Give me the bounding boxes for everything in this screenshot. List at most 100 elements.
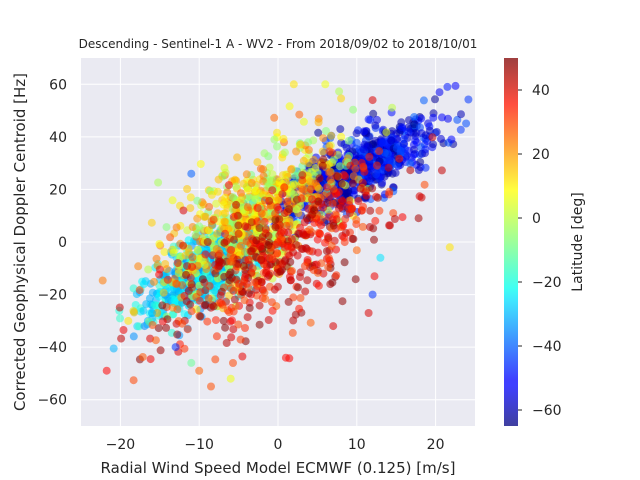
scatter-point <box>417 114 426 123</box>
scatter-point <box>229 235 238 244</box>
scatter-point <box>275 177 284 186</box>
scatter-point <box>229 325 238 334</box>
scatter-point <box>278 190 287 199</box>
scatter-point <box>237 241 245 250</box>
scatter-point <box>251 195 260 203</box>
scatter-point <box>201 300 210 309</box>
scatter-point <box>432 128 441 136</box>
scatter-point <box>410 113 419 121</box>
scatter-point <box>345 205 353 214</box>
scatter-point <box>205 202 214 211</box>
scatter-point <box>388 103 397 112</box>
scatter-point <box>288 328 297 337</box>
scatter-point <box>364 309 373 317</box>
scatter-point <box>445 243 454 252</box>
scatter-point <box>243 186 252 195</box>
scatter-point <box>314 197 323 206</box>
scatter-point <box>200 260 209 269</box>
scatter-point <box>281 353 290 362</box>
scatter-point <box>349 105 358 114</box>
scatter-point <box>357 159 366 167</box>
scatter-point <box>221 168 230 177</box>
scatter-point <box>337 138 346 147</box>
scatter-point <box>174 269 183 278</box>
scatter-point <box>301 287 310 296</box>
scatter-point <box>257 278 266 286</box>
scatter-point <box>265 163 274 172</box>
scatter-point <box>431 95 439 104</box>
scatter-point <box>248 264 257 273</box>
scatter-point <box>264 231 273 240</box>
scatter-point <box>272 240 281 249</box>
scatter-point <box>387 136 396 145</box>
scatter-point <box>335 87 344 96</box>
scatter-point <box>261 295 270 303</box>
scatter-point <box>300 218 309 227</box>
scatter-point <box>109 344 118 353</box>
scatter-point <box>368 96 377 105</box>
scatter-point <box>151 336 160 345</box>
scatter-point <box>373 193 382 202</box>
scatter-point <box>304 138 313 147</box>
scatter-point <box>188 253 197 262</box>
scatter-point <box>368 184 377 193</box>
scatter-point <box>187 358 196 367</box>
scatter-point <box>229 307 238 316</box>
scatter-point <box>299 229 307 238</box>
colorbar-tick-label: 40 <box>532 83 550 99</box>
scatter-point <box>417 193 426 202</box>
scatter-point <box>340 238 349 247</box>
scatter-point <box>264 272 272 281</box>
scatter-point <box>300 262 309 271</box>
scatter-point <box>211 355 220 364</box>
scatter-point <box>309 266 318 275</box>
scatter-point <box>317 221 326 230</box>
scatter-point <box>404 127 413 136</box>
scatter-point <box>279 171 287 180</box>
scatter-point <box>351 275 360 284</box>
scatter-point <box>376 253 385 262</box>
scatter-point <box>348 179 357 188</box>
scatter-point <box>369 109 378 118</box>
scatter-point <box>260 196 269 205</box>
scatter-point <box>155 240 164 248</box>
scatter-point <box>209 302 218 311</box>
scatter-point <box>319 155 328 164</box>
scatter-point <box>253 217 262 226</box>
scatter-point <box>234 260 243 269</box>
scatter-point <box>186 204 195 213</box>
scatter-point <box>129 376 138 385</box>
scatter-point <box>329 184 338 193</box>
scatter-point <box>226 284 235 292</box>
scatter-point <box>271 209 280 218</box>
scatter-point <box>414 166 423 174</box>
scatter-point <box>399 135 408 144</box>
scatter-point <box>162 265 171 274</box>
scatter-point <box>260 217 269 226</box>
scatter-point <box>212 199 221 208</box>
scatter-point <box>319 203 328 212</box>
scatter-point <box>457 110 465 119</box>
scatter-point <box>163 275 172 284</box>
scatter-point <box>124 316 133 325</box>
scatter-point <box>173 305 182 314</box>
scatter-point <box>139 306 148 315</box>
scatter-point <box>201 212 210 221</box>
scatter-point <box>164 296 173 305</box>
scatter-point <box>294 283 302 292</box>
scatter-point <box>356 184 365 193</box>
scatter-point <box>243 313 252 322</box>
scatter-point <box>337 196 346 205</box>
y-tick-label: 0 <box>58 235 67 251</box>
scatter-point <box>453 115 462 124</box>
x-tick-label: −20 <box>106 437 136 453</box>
scatter-points <box>98 80 473 391</box>
scatter-point <box>193 196 202 205</box>
scatter-point <box>245 304 254 312</box>
scatter-point <box>227 257 236 266</box>
scatter-point <box>186 193 195 202</box>
scatter-point <box>421 163 430 172</box>
scatter-point <box>154 178 163 187</box>
scatter-point <box>134 262 143 271</box>
